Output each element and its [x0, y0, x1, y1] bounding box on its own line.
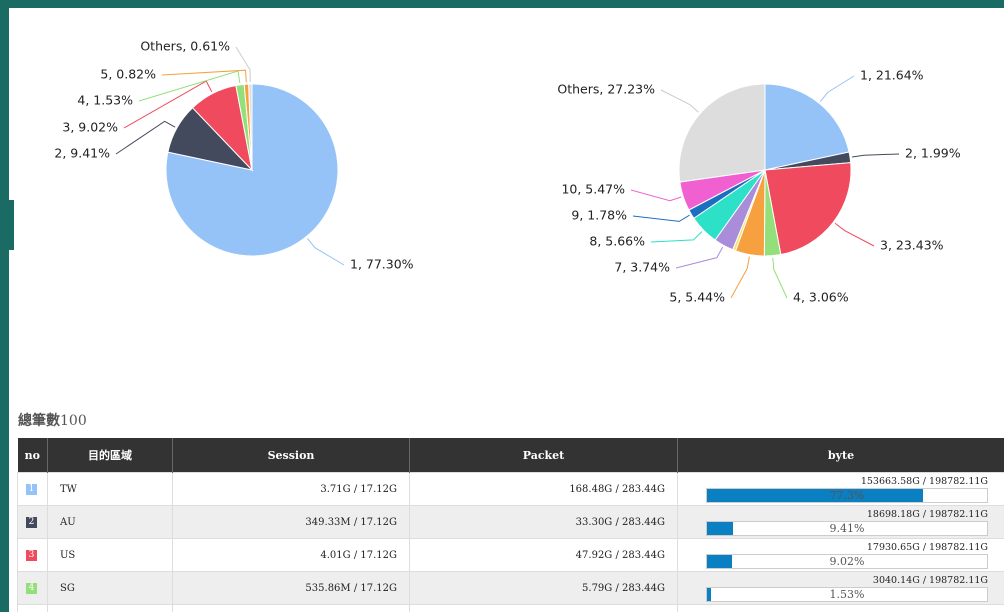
packet-cell: 5.79G / 283.44G [409, 571, 678, 605]
byte-text: 18698.18G / 198782.11G [866, 508, 988, 520]
column-header: byte [677, 438, 1004, 473]
frame [0, 0, 9, 612]
byte-text: 3040.14G / 198782.11G [872, 574, 988, 586]
region-cell: US [47, 538, 173, 572]
side-tab[interactable] [0, 200, 14, 250]
leader-line [650, 231, 703, 243]
packet-cell: 47.92G / 283.44G [409, 538, 678, 572]
progress-bar: 9.41% [706, 520, 988, 536]
leader-line [834, 222, 875, 247]
leader-line [772, 257, 788, 299]
leader-line [161, 69, 247, 83]
session-cell: 535.86M / 17.12G [172, 571, 410, 605]
session-cell: 4.01G / 17.12G [172, 538, 410, 572]
leader-line [851, 153, 900, 158]
leader-line [632, 214, 690, 222]
byte-text: 17930.65G / 198782.11G [866, 541, 988, 553]
byte-text: 153663.58G / 198782.11G [860, 475, 988, 487]
leader-line [819, 75, 855, 102]
byte-cell: 18698.18G / 198782.11G 9.41% [677, 505, 1004, 539]
slice-label: 10, 5.47% [561, 182, 625, 197]
caption-text: 總筆數 [18, 413, 60, 429]
no-cell: 2 [17, 505, 48, 539]
session-cell: 3.71G / 17.12G [172, 472, 410, 506]
slice-label: 9, 1.78% [571, 208, 627, 223]
caption-count: 100 [60, 413, 87, 429]
slice-label: 7, 3.74% [614, 260, 670, 275]
pie-slice [678, 83, 766, 183]
leader-line [235, 46, 251, 83]
progress-label: 9.02% [829, 554, 865, 568]
row-badge: 2 [26, 517, 37, 528]
slice-label: 2, 9.41% [54, 146, 110, 161]
slice-label: 3, 9.02% [62, 120, 118, 135]
region-cell: TW [47, 472, 173, 506]
table-row [17, 604, 1004, 612]
table-row: 1 TW 3.71G / 17.12G 168.48G / 283.44G 153663… [17, 472, 1004, 506]
packet-cell: 168.48G / 283.44G [409, 472, 678, 506]
progress-bar: 1.53% [706, 586, 988, 602]
empty-cell [409, 604, 678, 612]
empty-cell [677, 604, 1004, 612]
progress-fill [707, 554, 733, 568]
slice-label: 8, 5.66% [589, 234, 645, 249]
leader-line [675, 246, 724, 269]
no-cell: 4 [17, 571, 48, 605]
progress-bar: 9.02% [706, 553, 988, 569]
charts: 1, 77.30% 2, 9.41% 3, 9.02% 4, 1.53% 5, 0.82… [54, 39, 961, 305]
table-row: 4 SG 535.86M / 17.12G 5.79G / 283.44G 3040.1… [17, 571, 1004, 605]
leader-line [115, 120, 176, 155]
progress-label: 77.3% [829, 488, 865, 502]
column-header: Packet [409, 438, 678, 473]
byte-cell: 153663.58G / 198782.11G 77.3% [677, 472, 1004, 506]
progress-fill [707, 488, 924, 502]
slice-label: 3, 23.43% [880, 238, 944, 253]
packet-cell: 33.30G / 283.44G [409, 505, 678, 539]
frame [0, 0, 1004, 8]
slice-label: 2, 1.99% [905, 146, 961, 161]
slice-label: 1, 77.30% [350, 257, 414, 272]
slice-label: 5, 5.44% [669, 290, 725, 305]
progress-label: 9.41% [829, 521, 865, 535]
no-cell: 1 [17, 472, 48, 506]
region-cell: SG [47, 571, 173, 605]
pie-slice [764, 162, 852, 256]
column-header: 目的區域 [47, 438, 173, 473]
slice-label: 5, 0.82% [100, 67, 156, 82]
leader-line [307, 238, 345, 266]
empty-cell [47, 604, 173, 612]
data-table: no 目的區域 Session Packet byte 1 TW 3.71G / 17.12… [17, 438, 1004, 612]
slice-label: 4, 1.53% [77, 93, 133, 108]
region-cell: AU [47, 505, 173, 539]
slice-label: 1, 21.64% [860, 68, 924, 83]
slice-label: Others, 0.61% [140, 39, 230, 54]
table-row: 2 AU 349.33M / 17.12G 33.30G / 283.44G 18698… [17, 505, 1004, 539]
slice-label: Others, 27.23% [557, 82, 655, 97]
byte-cell: 17930.65G / 198782.11G 9.02% [677, 538, 1004, 572]
progress-fill [707, 521, 734, 535]
progress-label: 1.53% [829, 587, 865, 601]
empty-cell [17, 604, 48, 612]
leader-line [630, 189, 682, 202]
empty-cell [172, 604, 410, 612]
leader-line [730, 256, 750, 299]
progress-fill [707, 587, 712, 601]
column-header: no [17, 438, 48, 473]
progress-bar: 77.3% [706, 487, 988, 503]
pie-slice [248, 83, 253, 171]
column-header: Session [172, 438, 410, 473]
byte-cell: 3040.14G / 198782.11G 1.53% [677, 571, 1004, 605]
row-badge: 4 [26, 583, 37, 594]
table-row: 3 US 4.01G / 17.12G 47.92G / 283.44G 17930.6… [17, 538, 1004, 572]
row-badge: 3 [26, 550, 37, 561]
header-row: no 目的區域 Session Packet byte [17, 438, 1004, 473]
pie-slice [764, 83, 850, 171]
leader-line [660, 89, 699, 113]
session-cell: 349.33M / 17.12G [172, 505, 410, 539]
row-badge: 1 [26, 484, 37, 495]
no-cell: 3 [17, 538, 48, 572]
table-caption: 總筆數100 [18, 410, 87, 430]
slice-label: 4, 3.06% [793, 290, 849, 305]
